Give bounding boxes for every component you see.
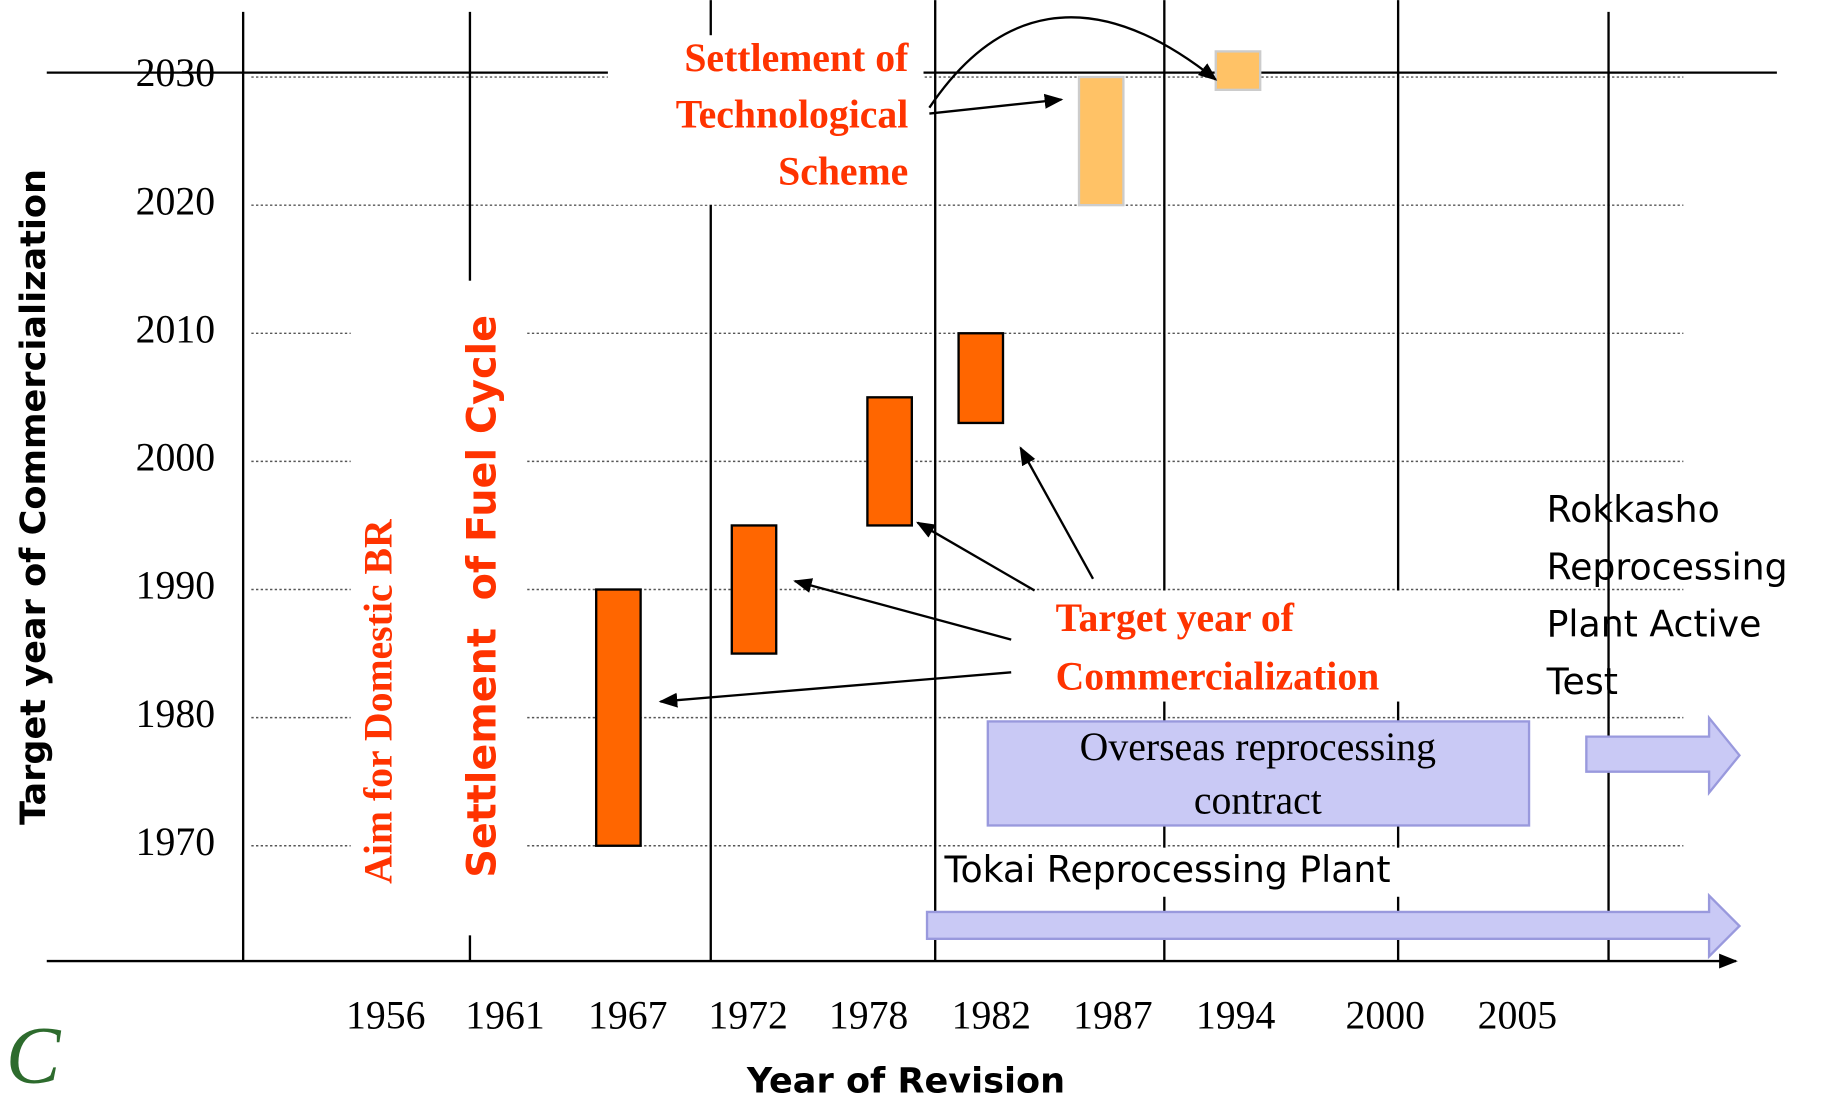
y-tick-label: 1990 <box>136 564 215 608</box>
annotation: Rokkasho <box>1547 488 1720 531</box>
bar <box>957 332 1005 425</box>
backing <box>607 35 924 205</box>
x-tick-label: 1956 <box>346 994 425 1038</box>
pointers <box>658 16 1218 708</box>
bar <box>595 588 642 847</box>
x-axis-label: Year of Revision <box>746 1061 1065 1102</box>
annotation: Target year of <box>1056 596 1295 640</box>
annotations: Settlement of Technological Scheme Targe… <box>356 36 1787 891</box>
backing <box>1040 590 1438 702</box>
annotation: Test <box>1546 660 1618 703</box>
annotation: Plant Active <box>1547 603 1762 646</box>
x-tick-label: 1961 <box>465 994 544 1038</box>
bar <box>1077 75 1125 207</box>
x-tick-label: 1987 <box>1073 994 1152 1038</box>
pointer <box>658 671 1012 708</box>
pointer <box>793 578 1012 641</box>
pointer <box>916 521 1036 592</box>
annotation: Technological <box>676 92 909 136</box>
annotation: Scheme <box>778 150 908 194</box>
annotation: contract <box>1194 779 1322 823</box>
y-axis-label: Target year of Commercialization <box>13 169 54 825</box>
y-tick-label: 2020 <box>136 179 215 223</box>
annotation: Tokai Reprocessing Plant <box>944 848 1391 891</box>
annotation: Commercialization <box>1056 655 1380 699</box>
bars <box>595 50 1262 847</box>
x-tick-label: 1978 <box>829 994 908 1038</box>
x-tick-label: 1967 <box>588 994 667 1038</box>
logo: C <box>6 1010 62 1101</box>
contract-box <box>986 720 1531 827</box>
backing <box>941 847 1479 897</box>
x-tick-label: 2005 <box>1478 994 1557 1038</box>
bar <box>730 524 778 655</box>
annotation: Reprocessing <box>1547 545 1788 588</box>
x-tick-label: 1994 <box>1196 994 1276 1038</box>
pointer <box>929 93 1064 115</box>
x-tick-label: 1972 <box>708 994 787 1038</box>
annotation: Settlement of <box>684 36 909 80</box>
block-arrow <box>925 892 1742 960</box>
x-tick-label: 1982 <box>952 994 1031 1038</box>
y-tick-label: 2030 <box>136 51 215 95</box>
annotation: Overseas reprocessing <box>1080 725 1437 769</box>
y-tick-label: 2010 <box>136 307 215 351</box>
backing <box>350 280 527 936</box>
block-arrow <box>1585 714 1741 797</box>
annotation: Aim for Domestic BR <box>356 518 400 884</box>
bar <box>1214 50 1262 92</box>
pointer <box>1019 446 1095 580</box>
y-tick-label: 1980 <box>136 692 215 736</box>
logo-mark: C <box>6 1010 62 1101</box>
x-tick-label: 2000 <box>1346 994 1425 1038</box>
y-tick-label: 1970 <box>136 820 215 864</box>
annotation: Settlement of Fuel Cycle <box>460 315 506 878</box>
y-tick-label: 2000 <box>136 436 215 480</box>
pointer <box>928 16 1218 109</box>
bar <box>866 396 913 527</box>
